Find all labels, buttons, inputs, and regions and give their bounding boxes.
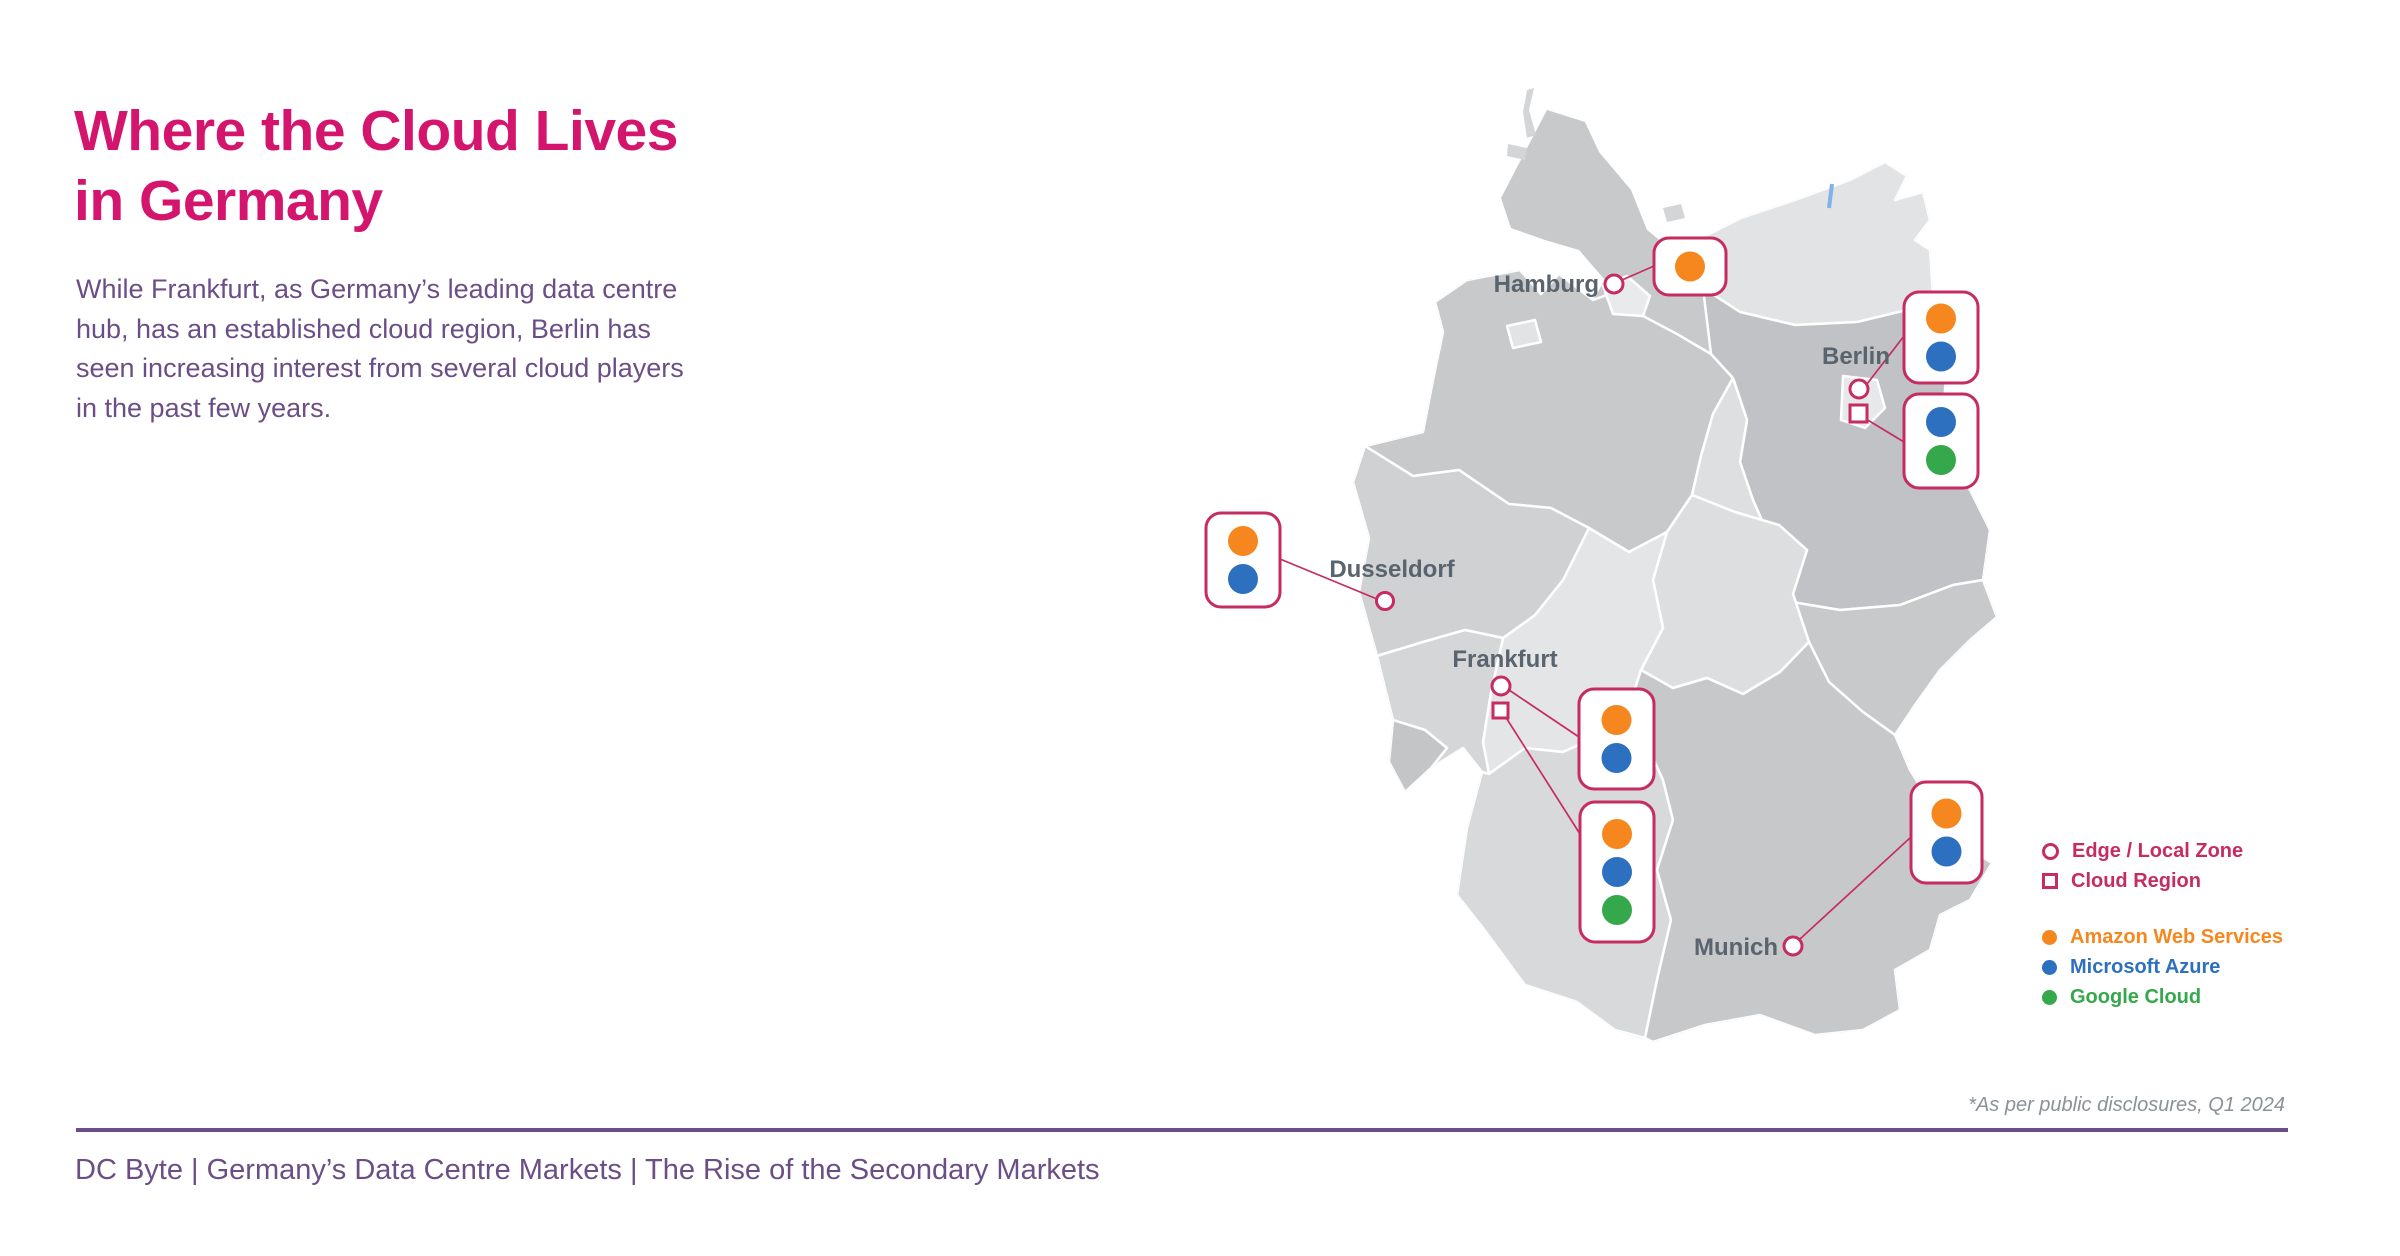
divider-line (76, 1128, 2288, 1132)
provider-badge-dusseldorf (1204, 511, 1282, 609)
footer-title: DC Byte | Germany’s Data Centre Markets … (75, 1154, 1100, 1186)
azure-dot-icon (1601, 743, 1632, 773)
aws-dot-icon (1926, 303, 1956, 334)
aws-dot-icon (2042, 929, 2057, 945)
azure-dot-icon (1602, 857, 1632, 887)
azure-dot-icon (1931, 836, 1962, 867)
aws-dot-icon (1228, 526, 1258, 556)
badge-box (1577, 687, 1656, 791)
legend-spacer (2042, 896, 2283, 922)
provider-badge-munich (1909, 780, 1984, 885)
island-sylt (1523, 88, 1536, 138)
provider-badge-berlin-edge (1902, 290, 1980, 385)
legend-item-edge-local-zone: Edge / Local Zone (2042, 836, 2283, 866)
provider-badge-hamburg (1652, 236, 1728, 297)
edge-local-zone-icon (2042, 842, 2059, 860)
legend: Edge / Local Zone Cloud Region Amazon We… (2042, 836, 2283, 1012)
aws-dot-icon (1931, 798, 1962, 829)
azure-dot-icon (2042, 959, 2057, 975)
legend-label: Google Cloud (2070, 985, 2202, 1008)
provider-badge-frankfurt-edge (1577, 687, 1656, 791)
cloud-region-icon (2042, 873, 2058, 889)
cloud-region-marker-frankfurt (1491, 701, 1510, 720)
edge-zone-marker-frankfurt (1490, 675, 1512, 697)
legend-item-aws: Amazon Web Services (2042, 922, 2283, 952)
cloud-region-marker-berlin (1848, 403, 1869, 424)
page-title-line2: in Germany (74, 169, 383, 233)
provider-badge-berlin-region (1902, 392, 1980, 490)
edge-zone-marker-munich (1782, 935, 1804, 957)
connector-line (1866, 335, 1905, 385)
connector-line (1504, 715, 1581, 835)
state-bavaria (1623, 640, 1994, 1042)
state-bremen (1505, 318, 1543, 350)
state-saarland (1387, 718, 1449, 794)
footnote: *As per public disclosures, Q1 2024 (1968, 1094, 2285, 1116)
google-dot-icon (2042, 989, 2057, 1005)
legend-label: Edge / Local Zone (2072, 839, 2244, 862)
legend-item-google: Google Cloud (2042, 982, 2283, 1012)
badge-box (1909, 780, 1984, 885)
aws-dot-icon (1602, 819, 1632, 849)
azure-dot-icon (1926, 341, 1956, 372)
connector-line (1279, 558, 1378, 600)
legend-label: Amazon Web Services (2070, 925, 2284, 948)
state-north-rhine-westphalia (1353, 444, 1591, 658)
azure-dot-icon (1926, 407, 1956, 437)
badge-box (1902, 290, 1980, 385)
azure-dot-icon (1228, 564, 1258, 594)
city-label-frankfurt: Frankfurt (1452, 646, 1557, 673)
connector-line (1799, 836, 1912, 940)
connector-line (1621, 265, 1655, 281)
legend-label: Cloud Region (2071, 869, 2201, 892)
intro-line: seen increasing interest from several cl… (76, 353, 684, 383)
city-label-munich: Munich (1694, 934, 1778, 961)
badge-box (1204, 511, 1282, 609)
page-title: Where the Cloud Lives in Germany (74, 96, 678, 236)
intro-line: in the past few years. (76, 392, 332, 423)
city-label-dusseldorf: Dusseldorf (1329, 556, 1455, 583)
legend-label: Microsoft Azure (2070, 955, 2221, 978)
intro-paragraph: While Frankfurt, as Germany’s leading da… (76, 270, 684, 428)
connector-line (1508, 689, 1580, 738)
provider-badge-frankfurt-region (1578, 800, 1656, 944)
island-fehmarn (1663, 204, 1685, 222)
aws-dot-icon (1675, 251, 1705, 282)
edge-zone-marker-hamburg (1603, 273, 1625, 295)
google-dot-icon (1926, 445, 1956, 475)
connector-line (1865, 418, 1905, 443)
badge-box (1902, 392, 1980, 490)
aws-dot-icon (1601, 705, 1632, 735)
intro-line: While Frankfurt, as Germany’s leading da… (76, 274, 678, 304)
edge-zone-marker-dusseldorf (1375, 591, 1395, 611)
city-label-hamburg: Hamburg (1494, 271, 1599, 298)
edge-zone-marker-berlin (1848, 378, 1870, 400)
city-label-berlin: Berlin (1822, 343, 1890, 370)
legend-item-azure: Microsoft Azure (2042, 952, 2283, 982)
germany-map: Hamburg Berlin Dusseldorf Frankfurt Muni… (1204, 88, 1997, 1042)
google-dot-icon (1602, 895, 1632, 925)
legend-item-cloud-region: Cloud Region (2042, 866, 2283, 896)
island-north-frisian (1507, 144, 1527, 160)
page-title-line1: Where the Cloud Lives (74, 99, 678, 163)
water-feature (1827, 183, 1834, 209)
intro-line: hub, has an established cloud region, Be… (76, 313, 651, 344)
